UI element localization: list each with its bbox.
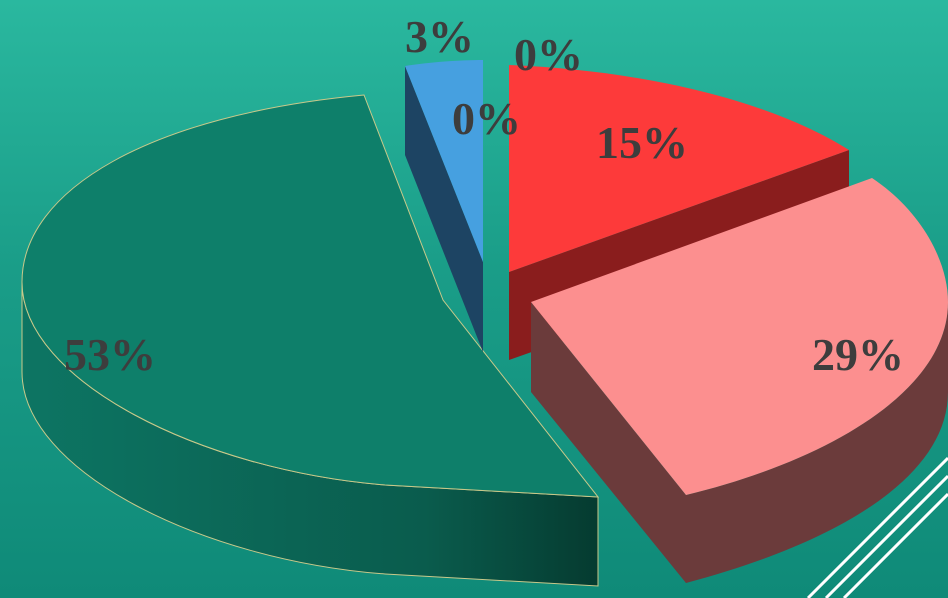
label-29: 29% — [812, 329, 904, 380]
pie-slice-29 — [531, 178, 948, 583]
label-0-b: 0% — [514, 29, 583, 80]
label-53: 53% — [64, 329, 156, 380]
label-15: 15% — [596, 117, 688, 168]
decorative-diagonal-lines — [806, 456, 948, 598]
label-0-a: 0% — [452, 93, 521, 144]
pie-slice-53 — [21, 94, 600, 587]
label-3: 3% — [405, 11, 474, 62]
pie-slice-3 — [405, 60, 483, 352]
